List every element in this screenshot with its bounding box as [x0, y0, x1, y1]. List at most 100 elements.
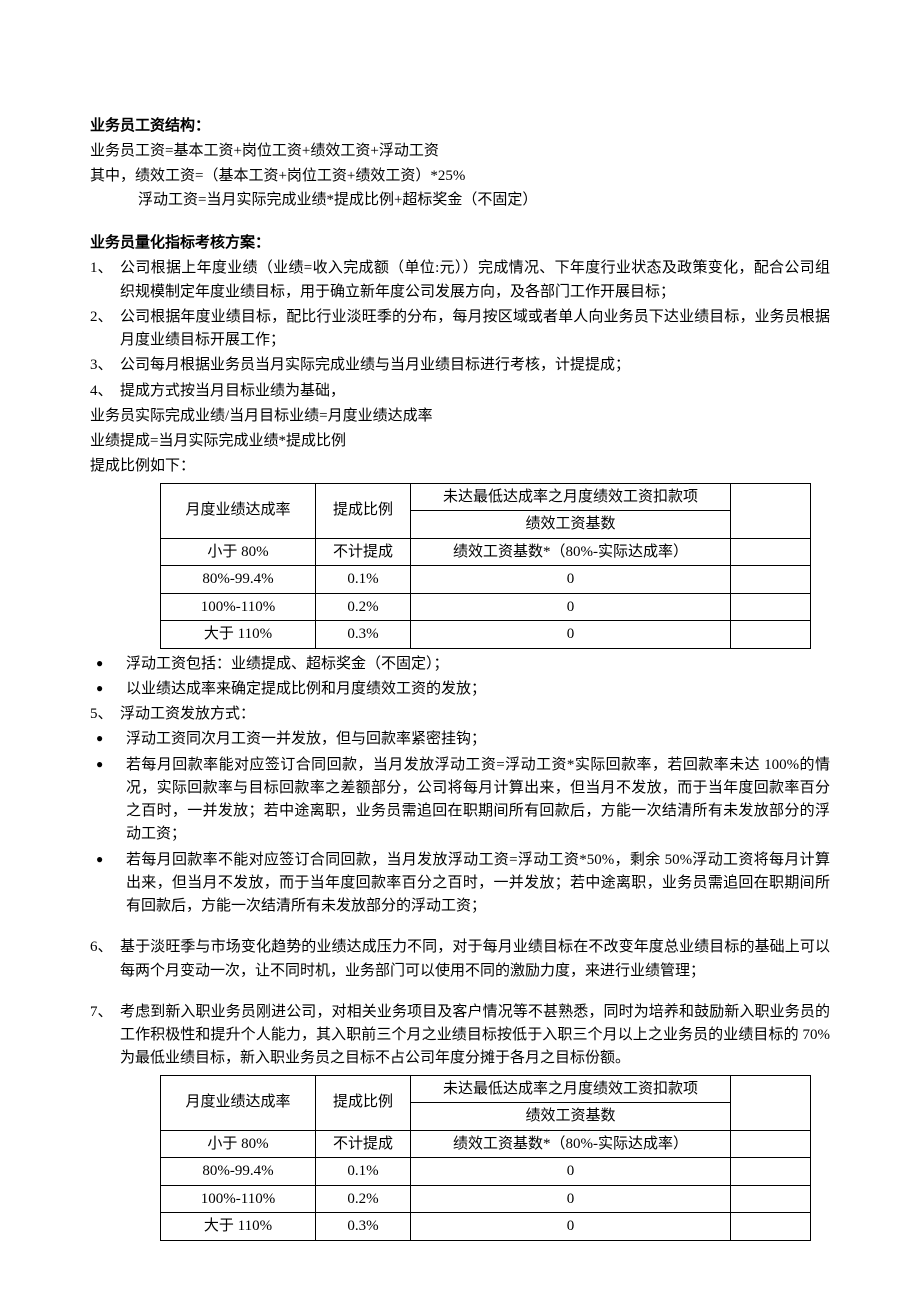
item-text: 考虑到新入职业务员刚进公司，对相关业务项目及客户情况等不甚熟悉，同时为培养和鼓励… [120, 1001, 830, 1071]
table-cell [731, 1158, 811, 1186]
bullet-text: 浮动工资同次月工资一并发放，但与回款率紧密挂钩； [126, 728, 830, 751]
table-cell: 不计提成 [316, 1130, 411, 1158]
table-cell: 0 [411, 1158, 731, 1186]
table-row: 100%-110% 0.2% 0 [161, 1185, 811, 1213]
table-cell: 小于 80% [161, 1130, 316, 1158]
table-header-row: 月度业绩达成率 提成比例 未达最低达成率之月度绩效工资扣款项 [161, 1075, 811, 1103]
bullet-dot-icon: ● [90, 678, 126, 701]
bullet-list: ● 浮动工资包括：业绩提成、超标奖金（不固定）； ● 以业绩达成率来确定提成比例… [90, 653, 830, 702]
bullet-text: 若每月回款率不能对应签订合同回款，当月发放浮动工资=浮动工资*50%，剩余 50… [126, 849, 830, 919]
formula-line: 业务员实际完成业绩/当月目标业绩=月度业绩达成率 [90, 405, 830, 428]
table-cell [731, 566, 811, 594]
table-subheader: 绩效工资基数 [411, 1103, 731, 1131]
item-text: 公司根据年度业绩目标，配比行业淡旺季的分布，每月按区域或者单人向业务员下达业绩目… [120, 306, 830, 353]
table-cell: 绩效工资基数*（80%-实际达成率） [411, 538, 731, 566]
table-cell [731, 1130, 811, 1158]
item-number: 2、 [90, 306, 120, 353]
bullet-item: ● 浮动工资包括：业绩提成、超标奖金（不固定）； [90, 653, 830, 676]
table-cell: 80%-99.4% [161, 1158, 316, 1186]
table-cell: 0 [411, 593, 731, 621]
table-cell: 0 [411, 621, 731, 649]
table-header: 提成比例 [316, 483, 411, 538]
bullet-text: 以业绩达成率来确定提成比例和月度绩效工资的发放； [126, 678, 830, 701]
numbered-item: 6、 基于淡旺季与市场变化趋势的业绩达成压力不同，对于每月业绩目标在不改变年度总… [90, 936, 830, 983]
formula-line: 提成比例如下： [90, 455, 830, 478]
table-header: 提成比例 [316, 1075, 411, 1130]
item-number: 5、 [90, 703, 120, 726]
table-cell: 100%-110% [161, 1185, 316, 1213]
table-cell: 大于 110% [161, 1213, 316, 1241]
table-cell: 0 [411, 566, 731, 594]
numbered-item: 3、 公司每月根据业务员当月实际完成业绩与当月业绩目标进行考核，计提提成； [90, 354, 830, 377]
table-cell: 0.1% [316, 566, 411, 594]
table-row: 大于 110% 0.3% 0 [161, 621, 811, 649]
bullet-list: ● 浮动工资同次月工资一并发放，但与回款率紧密挂钩； ● 若每月回款率能对应签订… [90, 728, 830, 918]
bullet-item: ● 浮动工资同次月工资一并发放，但与回款率紧密挂钩； [90, 728, 830, 751]
item-number: 1、 [90, 257, 120, 304]
item-text: 公司每月根据业务员当月实际完成业绩与当月业绩目标进行考核，计提提成； [120, 354, 830, 377]
bullet-dot-icon: ● [90, 653, 126, 676]
bullet-dot-icon: ● [90, 849, 126, 919]
table-cell: 0.2% [316, 1185, 411, 1213]
table-cell [731, 621, 811, 649]
table-cell [731, 1213, 811, 1241]
section2-title: 业务员量化指标考核方案： [90, 232, 830, 255]
numbered-item: 1、 公司根据上年度业绩（业绩=收入完成额（单位:元））完成情况、下年度行业状态… [90, 257, 830, 304]
table-row: 小于 80% 不计提成 绩效工资基数*（80%-实际达成率） [161, 1130, 811, 1158]
formula-line: 业绩提成=当月实际完成业绩*提成比例 [90, 430, 830, 453]
table-cell: 0 [411, 1185, 731, 1213]
table-cell: 0.3% [316, 1213, 411, 1241]
table-row: 大于 110% 0.3% 0 [161, 1213, 811, 1241]
table-cell: 0.3% [316, 621, 411, 649]
section1-title: 业务员工资结构： [90, 115, 830, 138]
item-number: 7、 [90, 1001, 120, 1071]
table-cell: 0.2% [316, 593, 411, 621]
item-text: 公司根据上年度业绩（业绩=收入完成额（单位:元））完成情况、下年度行业状态及政策… [120, 257, 830, 304]
table-cell: 小于 80% [161, 538, 316, 566]
item-text: 浮动工资发放方式： [120, 703, 830, 726]
bullet-item: ● 若每月回款率能对应签订合同回款，当月发放浮动工资=浮动工资*实际回款率，若回… [90, 754, 830, 847]
bullet-text: 浮动工资包括：业绩提成、超标奖金（不固定）； [126, 653, 830, 676]
table-header [731, 483, 811, 538]
table-header: 未达最低达成率之月度绩效工资扣款项 [411, 1075, 731, 1103]
item-number: 4、 [90, 380, 120, 403]
table-row: 100%-110% 0.2% 0 [161, 593, 811, 621]
table-cell [731, 1185, 811, 1213]
table-header-row: 月度业绩达成率 提成比例 未达最低达成率之月度绩效工资扣款项 [161, 483, 811, 511]
section1-line2: 其中，绩效工资=（基本工资+岗位工资+绩效工资）*25% [90, 165, 830, 188]
section1-line3: 浮动工资=当月实际完成业绩*提成比例+超标奖金（不固定） [90, 189, 830, 212]
table-cell: 大于 110% [161, 621, 316, 649]
bullet-item: ● 以业绩达成率来确定提成比例和月度绩效工资的发放； [90, 678, 830, 701]
table-cell: 0 [411, 1213, 731, 1241]
table-cell: 绩效工资基数*（80%-实际达成率） [411, 1130, 731, 1158]
table-subheader: 绩效工资基数 [411, 511, 731, 539]
table-cell [731, 593, 811, 621]
table-row: 80%-99.4% 0.1% 0 [161, 566, 811, 594]
commission-table-1: 月度业绩达成率 提成比例 未达最低达成率之月度绩效工资扣款项 绩效工资基数 小于… [160, 483, 811, 649]
numbered-item: 2、 公司根据年度业绩目标，配比行业淡旺季的分布，每月按区域或者单人向业务员下达… [90, 306, 830, 353]
numbered-item: 7、 考虑到新入职业务员刚进公司，对相关业务项目及客户情况等不甚熟悉，同时为培养… [90, 1001, 830, 1071]
numbered-item: 4、 提成方式按当月目标业绩为基础， [90, 380, 830, 403]
table-header: 月度业绩达成率 [161, 1075, 316, 1130]
item-text: 基于淡旺季与市场变化趋势的业绩达成压力不同，对于每月业绩目标在不改变年度总业绩目… [120, 936, 830, 983]
bullet-text: 若每月回款率能对应签订合同回款，当月发放浮动工资=浮动工资*实际回款率，若回款率… [126, 754, 830, 847]
table-header: 月度业绩达成率 [161, 483, 316, 538]
bullet-item: ● 若每月回款率不能对应签订合同回款，当月发放浮动工资=浮动工资*50%，剩余 … [90, 849, 830, 919]
table-header: 未达最低达成率之月度绩效工资扣款项 [411, 483, 731, 511]
item-text: 提成方式按当月目标业绩为基础， [120, 380, 830, 403]
bullet-dot-icon: ● [90, 728, 126, 751]
table-cell: 不计提成 [316, 538, 411, 566]
table-cell: 100%-110% [161, 593, 316, 621]
item-number: 3、 [90, 354, 120, 377]
table-cell: 0.1% [316, 1158, 411, 1186]
item-number: 6、 [90, 936, 120, 983]
numbered-item: 5、 浮动工资发放方式： [90, 703, 830, 726]
table-row: 80%-99.4% 0.1% 0 [161, 1158, 811, 1186]
table-row: 小于 80% 不计提成 绩效工资基数*（80%-实际达成率） [161, 538, 811, 566]
table-cell: 80%-99.4% [161, 566, 316, 594]
section1-line1: 业务员工资=基本工资+岗位工资+绩效工资+浮动工资 [90, 140, 830, 163]
table-header [731, 1075, 811, 1130]
bullet-dot-icon: ● [90, 754, 126, 847]
commission-table-2: 月度业绩达成率 提成比例 未达最低达成率之月度绩效工资扣款项 绩效工资基数 小于… [160, 1075, 811, 1241]
table-cell [731, 538, 811, 566]
